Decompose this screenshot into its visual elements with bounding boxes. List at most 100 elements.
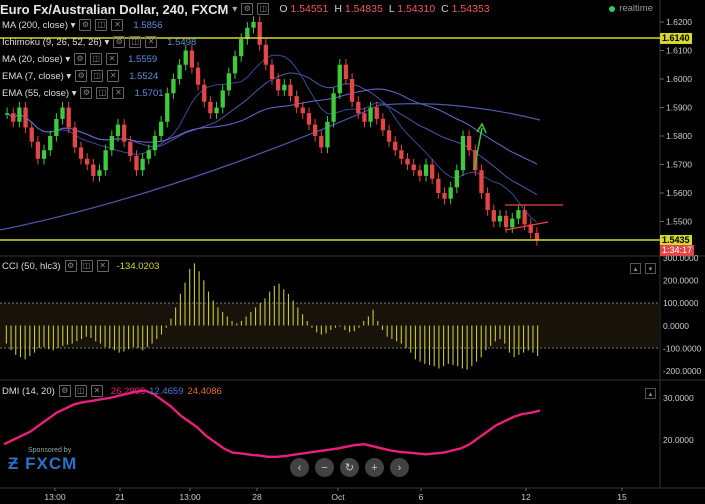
candle-body [319,136,324,148]
candle-body [405,158,410,165]
candle-body [442,193,447,199]
candle-body [423,164,429,176]
candle-body [380,118,386,131]
zoom-in-button[interactable]: + [365,458,384,477]
indicator-row: MA (20, close) ▾ ⚙ ◫ ✕ 1.5559 [2,52,157,66]
candle-body [294,96,299,108]
indicator-label[interactable]: MA (200, close) ▾ [2,19,76,31]
ma-200-line [0,103,541,231]
moving-average-lines [0,54,541,231]
candle-body [417,170,423,176]
indicator-value: 1.5559 [128,53,158,65]
candle-body [78,147,84,159]
zoom-out-button[interactable]: − [315,458,334,477]
dmi-style-icon[interactable]: ◫ [74,385,87,397]
candle-body [23,107,28,128]
candle-body [195,67,201,85]
price-axis: 1.6200 1.6100 1.6000 1.5900 1.5800 1.5700 1.56… [660,17,692,227]
indicator-settings-icon[interactable]: ⚙ [113,36,126,48]
candle-body [165,93,170,122]
indicator-settings-icon[interactable]: ⚙ [80,87,93,99]
cci-pane-down-icon[interactable]: ▾ [645,263,656,274]
dmi-tick-label: 20.0000 [663,435,694,445]
candle-body [460,136,466,171]
candle-body [214,107,219,114]
indicator-settings-icon[interactable]: ⚙ [75,70,88,82]
indicator-close-icon[interactable]: ✕ [107,70,120,82]
candle-body [60,107,65,119]
indicator-settings-icon[interactable]: ⚙ [79,19,92,31]
scroll-left-button[interactable]: ‹ [290,458,309,477]
symbol-title[interactable]: Euro Fx/Australian Dollar, 240, FXCM [0,1,229,17]
time-tick-label: 15 [617,492,627,502]
candle-body [306,113,312,125]
realtime-dot-icon [609,5,616,12]
symbol-dropdown-icon[interactable]: ▾ [232,3,238,15]
indicator-style-icon[interactable]: ◫ [90,53,103,65]
reset-button[interactable]: ↻ [340,458,359,477]
candle-body [269,64,275,79]
triangle-drawing[interactable] [504,204,563,231]
indicator-label[interactable]: Ichimoku (9, 26, 52, 26) ▾ [2,36,110,48]
cci-style-icon[interactable]: ◫ [80,260,93,272]
dmi-label[interactable]: DMI (14, 20) [2,385,55,397]
candle-body [17,107,22,122]
ohlc-value-c: 1.54353 [448,3,490,15]
indicator-style-icon[interactable]: ◫ [95,19,108,31]
indicator-close-icon[interactable]: ✕ [112,87,125,99]
indicator-style-icon[interactable]: ◫ [91,70,104,82]
dmi-pane-up-icon[interactable]: ▴ [645,388,656,399]
candle-body [41,150,47,159]
dmi-settings-icon[interactable]: ⚙ [58,385,71,397]
candle-body [183,50,188,65]
indicator-label[interactable]: EMA (7, close) ▾ [2,70,72,82]
dmi-value-3: 24.4086 [187,385,222,397]
indicator-style-icon[interactable]: ◫ [96,87,109,99]
candle-body [300,107,305,114]
candle-body [491,210,496,222]
candle-body [343,64,349,79]
indicator-row: EMA (7, close) ▾ ⚙ ◫ ✕ 1.5524 [2,69,158,83]
indicator-value: 1.5498 [167,36,197,48]
cci-legend: CCI (50, hlc3) ⚙ ◫ ✕ -134.0203 [2,259,159,273]
cci-pane-up-icon[interactable]: ▴ [630,263,641,274]
indicator-label[interactable]: EMA (55, close) ▾ [2,87,77,99]
price-tick-label: 1.6100 [666,46,692,56]
sponsor-logo[interactable]: Sponsored by Ƶ FXCM [8,447,96,474]
time-tick-label: 6 [419,492,424,502]
up-arrow-drawing[interactable] [473,122,487,171]
candle-body [239,39,244,57]
indicator-style-icon[interactable]: ◫ [129,36,142,48]
price-tick-label: 1.5700 [666,160,692,170]
indicator-close-icon[interactable]: ✕ [145,36,158,48]
indicator-row: EMA (55, close) ▾ ⚙ ◫ ✕ 1.5701 [2,86,164,100]
indicator-label[interactable]: MA (20, close) ▾ [2,53,71,65]
ohlc-value-h: 1.54835 [341,3,383,15]
cci-close-icon[interactable]: ✕ [96,260,109,272]
current-price-tag: 1.5435 [660,235,692,246]
ohlc-key-c: C [441,3,449,15]
dmi-axis: 30.0000 20.0000 [663,393,694,445]
candle-body [109,136,114,151]
indicator-close-icon[interactable]: ✕ [106,53,119,65]
candle-body [282,84,287,91]
indicator-close-icon[interactable]: ✕ [111,19,124,31]
dmi-close-icon[interactable]: ✕ [90,385,103,397]
candle-body [510,218,515,228]
settings-icon[interactable]: ⚙ [241,3,254,15]
cci-settings-icon[interactable]: ⚙ [64,260,77,272]
candle-body [158,121,164,136]
candle-body [146,150,151,159]
ohlc-key-h: H [334,3,342,15]
price-tick-label: 1.6000 [666,74,692,84]
cci-label[interactable]: CCI (50, hlc3) [2,260,61,272]
time-tick-label: Oct [331,492,345,502]
indicator-value: 1.5701 [134,87,164,99]
candle-body [85,158,90,165]
scroll-right-button[interactable]: › [390,458,409,477]
time-tick-label: 12 [521,492,531,502]
candle-body [411,164,416,171]
style-icon[interactable]: ◫ [257,3,270,15]
indicator-settings-icon[interactable]: ⚙ [74,53,87,65]
